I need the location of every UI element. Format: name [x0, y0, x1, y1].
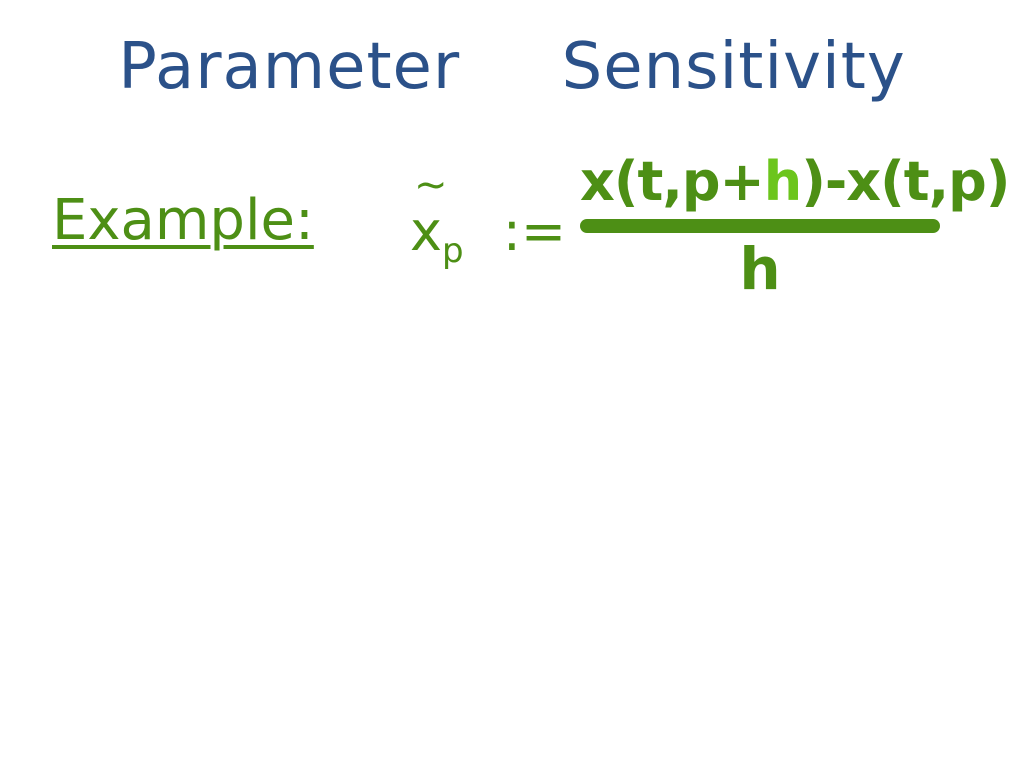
define-operator: :=: [502, 200, 567, 263]
lhs-symbol: x: [410, 200, 442, 263]
fraction-bar: [580, 219, 940, 233]
title-word-sensitivity: Sensitivity: [561, 30, 906, 104]
numerator-highlight: h: [763, 150, 802, 213]
formula-lhs: ~ xp :=: [410, 162, 567, 271]
example-label: Example:: [52, 188, 314, 253]
page-title: Parameter Sensitivity: [0, 30, 1024, 104]
title-word-parameter: Parameter: [118, 30, 461, 104]
difference-quotient: x(t,p+h)-x(t,p) h: [580, 150, 1010, 303]
tilde-mark: ~: [414, 162, 448, 208]
denominator: h: [739, 235, 781, 303]
numerator-part2: )-x(t,p): [801, 150, 1010, 213]
numerator-part1: x(t,p+: [580, 150, 765, 213]
numerator: x(t,p+h)-x(t,p): [580, 150, 1010, 213]
lhs-subscript: p: [441, 230, 464, 271]
